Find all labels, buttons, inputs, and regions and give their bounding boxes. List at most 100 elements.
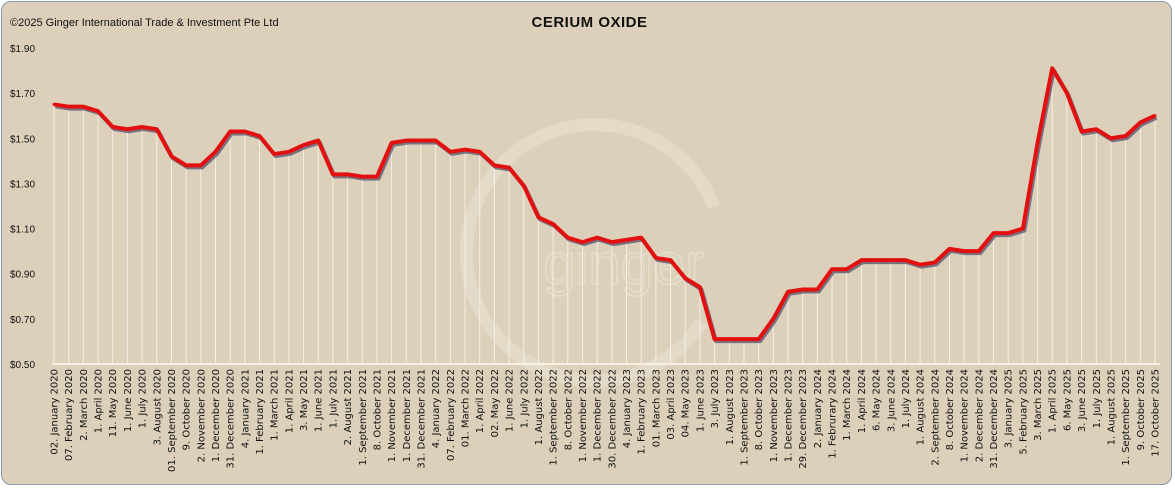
y-tick-label: $1.30 bbox=[10, 179, 35, 190]
x-tick-label: 1. June 2023 bbox=[695, 369, 706, 432]
x-tick-label: 2. November 2020 bbox=[196, 369, 207, 462]
x-tick-label: 1. July 2024 bbox=[901, 369, 912, 428]
data-point bbox=[360, 175, 364, 179]
x-tick-label: 1. August 2022 bbox=[534, 369, 545, 445]
x-tick-label: 1. April 2025 bbox=[1048, 369, 1059, 433]
x-tick-label: 3. May 2021 bbox=[299, 369, 310, 431]
data-point bbox=[404, 139, 408, 143]
data-point bbox=[96, 109, 100, 113]
data-point bbox=[522, 184, 526, 188]
x-tick-label: 31. December 2020 bbox=[226, 369, 237, 469]
x-tick-label: 1. November 2021 bbox=[387, 369, 398, 462]
x-tick-label: 1. September 2021 bbox=[358, 369, 369, 466]
x-tick-label: 01. March 2022 bbox=[461, 369, 472, 447]
data-point bbox=[933, 260, 937, 264]
x-tick-label: 2. March 2020 bbox=[79, 369, 90, 441]
x-tick-label: 9. October 2020 bbox=[182, 369, 193, 450]
data-point bbox=[1124, 134, 1128, 138]
data-point bbox=[786, 290, 790, 294]
data-point bbox=[947, 247, 951, 251]
data-point bbox=[213, 150, 217, 154]
x-tick-label: 1. April 2024 bbox=[857, 369, 868, 433]
x-tick-label: 9. October 2025 bbox=[1136, 369, 1147, 450]
data-point bbox=[771, 317, 775, 321]
ginger-watermark: ginger bbox=[459, 118, 721, 388]
x-tick-label: 02. January 2020 bbox=[50, 369, 61, 455]
data-point bbox=[507, 166, 511, 170]
data-point bbox=[742, 337, 746, 341]
data-point bbox=[639, 236, 643, 240]
data-point bbox=[1138, 120, 1142, 124]
data-point bbox=[169, 154, 173, 158]
data-point bbox=[962, 249, 966, 253]
x-tick-label: 6. May 2025 bbox=[1062, 369, 1073, 431]
x-tick-label: 04. May 2023 bbox=[681, 369, 692, 437]
data-point bbox=[140, 125, 144, 129]
x-tick-label: 1. August 2025 bbox=[1106, 369, 1117, 445]
x-tick-label: 1. November 2022 bbox=[578, 369, 589, 462]
data-point bbox=[302, 143, 306, 147]
x-tick-label: 07. February 2022 bbox=[446, 369, 457, 461]
y-tick-label: $1.10 bbox=[10, 225, 35, 236]
data-point bbox=[316, 139, 320, 143]
x-tick-label: 1. September 2022 bbox=[549, 369, 560, 466]
x-tick-label: 1. June 2021 bbox=[314, 369, 325, 432]
data-point bbox=[1036, 141, 1040, 145]
data-point bbox=[463, 148, 467, 152]
x-tick-label: 01. September 2020 bbox=[167, 369, 178, 472]
watermark-ring-icon bbox=[459, 118, 721, 388]
data-point bbox=[727, 337, 731, 341]
x-tick-label: 1. December 2020 bbox=[211, 369, 222, 462]
data-point bbox=[757, 337, 761, 341]
x-tick-label: 3. August 2020 bbox=[152, 369, 163, 445]
data-point bbox=[1109, 136, 1113, 140]
x-tick-label: 8. October 2022 bbox=[563, 369, 574, 450]
x-tick-label: 1. April 2021 bbox=[284, 369, 295, 433]
x-tick-label: 1. December 2023 bbox=[784, 369, 795, 462]
y-tick-label: $0.90 bbox=[10, 270, 35, 281]
data-point bbox=[610, 240, 614, 244]
data-point bbox=[419, 139, 423, 143]
x-tick-label: 1. December 2022 bbox=[593, 369, 604, 462]
x-tick-label: 17. October 2025 bbox=[1151, 369, 1162, 457]
y-tick-label: $1.50 bbox=[10, 134, 35, 145]
data-point bbox=[830, 267, 834, 271]
data-point bbox=[1006, 231, 1010, 235]
x-tick-label: 03. April 2023 bbox=[666, 369, 677, 440]
x-tick-label: 5. February 2025 bbox=[1018, 369, 1029, 455]
data-point bbox=[683, 276, 687, 280]
data-point bbox=[81, 105, 85, 109]
data-point bbox=[815, 288, 819, 292]
x-tick-label: 2. January 2024 bbox=[813, 369, 824, 448]
data-point bbox=[551, 222, 555, 226]
data-point bbox=[492, 163, 496, 167]
x-tick-label: 1. September 2025 bbox=[1121, 369, 1132, 466]
x-tick-label: 1. July 2020 bbox=[138, 369, 149, 428]
x-tick-label: 4. January 2021 bbox=[240, 369, 251, 448]
x-tick-label: 1. July 2022 bbox=[519, 369, 530, 428]
x-tick-label: 3. July 2023 bbox=[710, 369, 721, 428]
x-tick-label: 1. March 2021 bbox=[270, 369, 281, 441]
data-point bbox=[1021, 227, 1025, 231]
x-tick-label: 3. June 2025 bbox=[1077, 369, 1088, 432]
x-tick-label: 1. April 2020 bbox=[94, 369, 105, 433]
x-tick-label: 1. August 2024 bbox=[916, 369, 927, 445]
x-tick-label: 1. June 2022 bbox=[505, 369, 516, 432]
x-tick-label: 11. May 2020 bbox=[108, 369, 119, 437]
chart-title: CERIUM OXIDE bbox=[531, 14, 648, 31]
x-tick-label: 1. November 2024 bbox=[960, 369, 971, 462]
data-point bbox=[199, 163, 203, 167]
data-point bbox=[874, 258, 878, 262]
x-tick-label: 8. October 2024 bbox=[945, 369, 956, 450]
data-point bbox=[434, 139, 438, 143]
data-point bbox=[111, 125, 115, 129]
x-tick-label: 01. March 2023 bbox=[651, 369, 662, 447]
x-tick-label: 8. October 2023 bbox=[754, 369, 765, 450]
data-point bbox=[801, 288, 805, 292]
x-tick-label: 1. Februrary 2024 bbox=[828, 369, 839, 459]
copyright-text: ©2025 Ginger International Trade & Inves… bbox=[10, 17, 279, 29]
data-point bbox=[698, 285, 702, 289]
y-tick-label: $1.90 bbox=[10, 44, 35, 55]
x-tick-label: 1. July 2025 bbox=[1092, 369, 1103, 428]
